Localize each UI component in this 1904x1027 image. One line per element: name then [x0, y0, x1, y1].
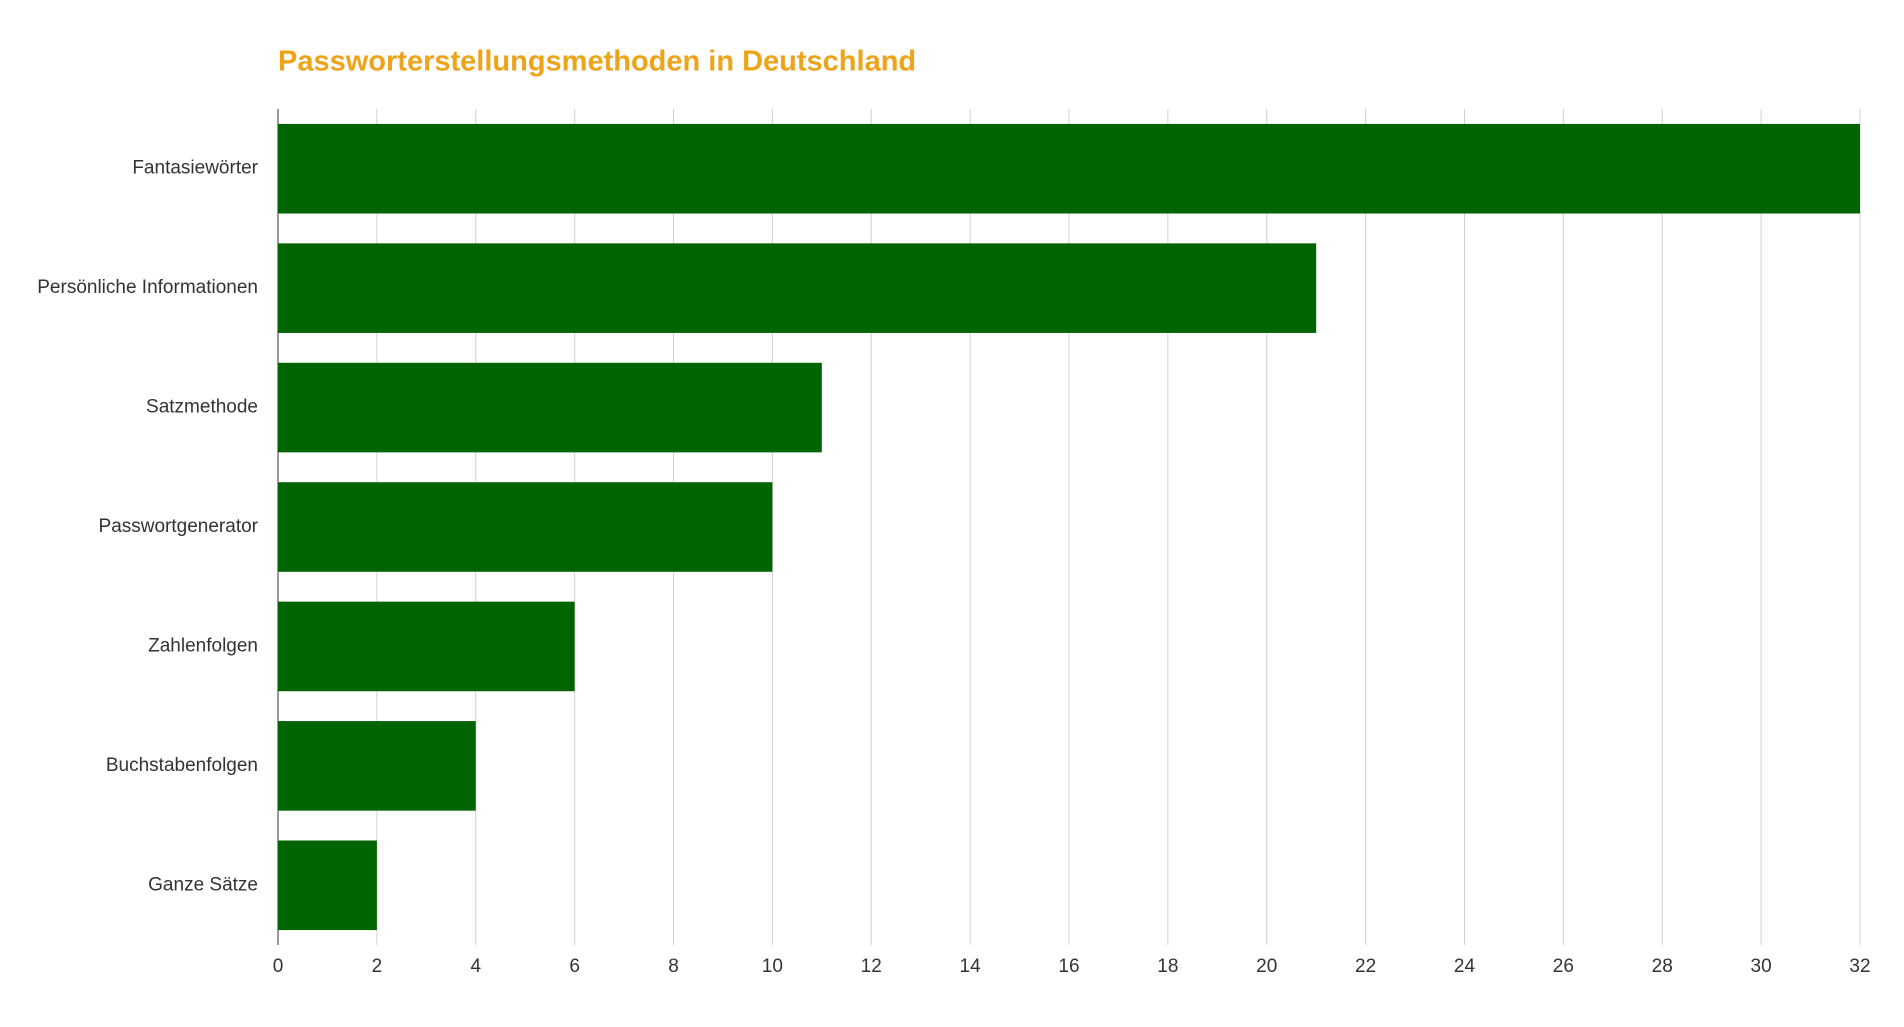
- x-tick-label: 4: [470, 956, 481, 977]
- y-tick-label: Satzmethode: [146, 397, 258, 418]
- y-tick-label: Ganze Sätze: [148, 874, 258, 895]
- x-tick-label: 6: [569, 956, 580, 977]
- y-tick-label: Buchstabenfolgen: [106, 755, 258, 776]
- x-tick-label: 20: [1256, 956, 1277, 977]
- x-tick-label: 28: [1652, 956, 1673, 977]
- x-tick-label: 24: [1454, 956, 1476, 977]
- x-tick-label: 26: [1553, 956, 1574, 977]
- bar: [278, 123, 1860, 214]
- bar: [278, 482, 773, 572]
- x-tick-label: 18: [1157, 956, 1178, 977]
- x-tick-label: 8: [668, 956, 679, 977]
- y-tick-label: Fantasiewörter: [132, 158, 258, 179]
- x-tick-label: 14: [960, 956, 982, 977]
- x-tick-label: 16: [1058, 956, 1079, 977]
- y-tick-label: Passwortgenerator: [99, 516, 259, 537]
- x-tick-label: 30: [1751, 956, 1772, 977]
- bar: [278, 362, 822, 453]
- x-tick-label: 32: [1849, 956, 1870, 977]
- bar: [278, 721, 476, 811]
- chart-title: Passworterstellungsmethoden in Deutschla…: [278, 46, 916, 78]
- x-tick-label: 22: [1355, 956, 1376, 977]
- x-tick-label: 0: [273, 956, 284, 977]
- bar: [278, 243, 1317, 333]
- x-tick-label: 10: [762, 956, 783, 977]
- bar: [278, 840, 377, 931]
- y-tick-label: Zahlenfolgen: [148, 635, 258, 656]
- bar: [278, 601, 575, 692]
- y-tick-label: Persönliche Informationen: [37, 277, 258, 298]
- x-tick-label: 12: [861, 956, 882, 977]
- x-tick-label: 2: [372, 956, 383, 977]
